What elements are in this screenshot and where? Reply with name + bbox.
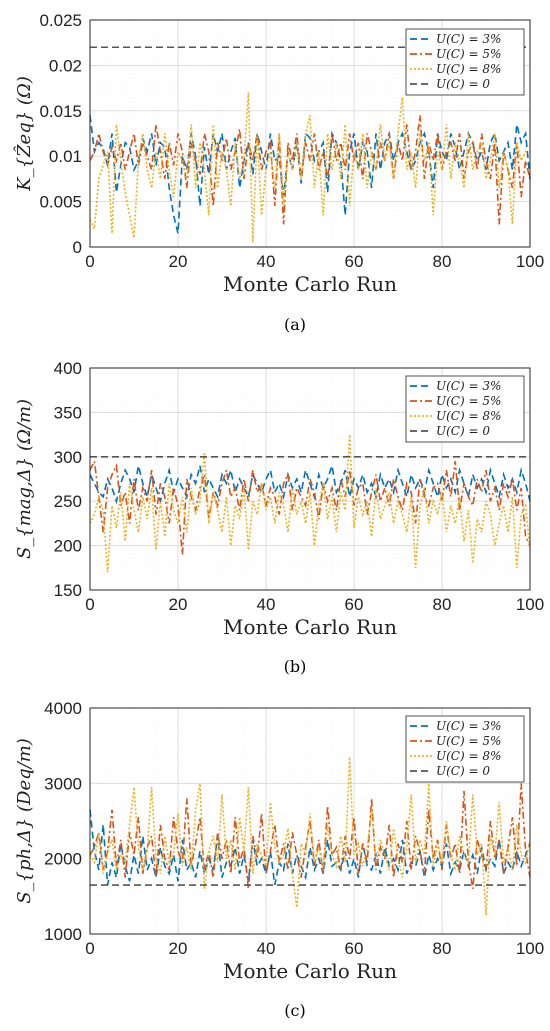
panel-b-ylabel: S_{mag,Δ} (Ω/m) bbox=[14, 399, 35, 559]
panel-a-legend-label-5pct: U(C) = 5% bbox=[436, 47, 501, 61]
panel-c-axes-box bbox=[89, 707, 531, 935]
panel-b-legend-label-8pct: U(C) = 8% bbox=[436, 409, 501, 423]
panel-c-ytick-2: 3000 bbox=[44, 774, 82, 793]
panel-b-ytick-2: 250 bbox=[54, 492, 82, 511]
panel-b-xtick-2: 40 bbox=[257, 595, 276, 614]
panel-c-series-5pct-line bbox=[89, 783, 531, 889]
panel-c-xtick-3: 60 bbox=[345, 939, 364, 958]
panel-b-legend-label-3pct: U(C) = 3% bbox=[436, 379, 501, 393]
panel-c-xtick-4: 80 bbox=[433, 939, 452, 958]
panel-a-xticks: 0 20 40 60 80 100 bbox=[85, 252, 544, 271]
panel-a-ytick-2: 0.01 bbox=[49, 147, 82, 166]
panel-c-ytick-1: 2000 bbox=[44, 850, 82, 869]
panel-a-ytick-0: 0 bbox=[73, 238, 82, 257]
panel-c-xtick-1: 20 bbox=[169, 939, 188, 958]
panel-b-yticks: 150 200 250 300 350 400 bbox=[54, 359, 82, 600]
panel-c-xticks: 0 20 40 60 80 100 bbox=[85, 939, 544, 958]
panel-b-xtick-4: 80 bbox=[433, 595, 452, 614]
panel-c-ylabel: S_{ph,Δ} (Deq/m) bbox=[14, 738, 35, 904]
panel-c-caption: (c) bbox=[284, 1001, 305, 1020]
panel-b-xtick-1: 20 bbox=[169, 595, 188, 614]
panel-a-xtick-3: 60 bbox=[345, 252, 364, 271]
panel-b-ytick-5: 400 bbox=[54, 359, 82, 378]
panel-c-xlabel: Monte Carlo Run bbox=[223, 959, 397, 983]
panel-a-ytick-5: 0.025 bbox=[39, 11, 82, 30]
panel-a-legend-label-0: U(C) = 0 bbox=[436, 77, 490, 91]
panel-b-ytick-1: 200 bbox=[54, 537, 82, 556]
panel-c-xtick-5: 100 bbox=[516, 939, 544, 958]
panel-a-ytick-4: 0.02 bbox=[49, 56, 82, 75]
panel-c-series-3pct-line bbox=[89, 809, 531, 886]
panel-b: 0 20 40 60 80 100 150 200 250 300 350 40… bbox=[14, 359, 544, 676]
panel-a-xtick-4: 80 bbox=[433, 252, 452, 271]
panel-c-legend: U(C) = 3% U(C) = 5% U(C) = 8% U(C) = 0 bbox=[405, 715, 525, 783]
panel-a-series-8pct-line bbox=[89, 92, 530, 243]
panel-b-legend: U(C) = 3% U(C) = 5% U(C) = 8% U(C) = 0 bbox=[405, 375, 525, 443]
panel-b-ytick-3: 300 bbox=[54, 448, 82, 467]
panel-b-ytick-0: 150 bbox=[54, 581, 82, 600]
panel-a-ytick-3: 0.015 bbox=[39, 102, 82, 121]
panel-b-series-5pct-line bbox=[89, 458, 531, 555]
panel-c-series-8pct-line bbox=[89, 756, 531, 916]
panel-c-ytick-0: 1000 bbox=[44, 925, 82, 944]
panel-a-ylabel: K_{Ẑeq} (Ω) bbox=[12, 76, 35, 192]
panel-b-xtick-5: 100 bbox=[516, 595, 544, 614]
panel-b-series-8pct-line bbox=[89, 434, 531, 573]
panel-c-xtick-2: 40 bbox=[257, 939, 276, 958]
panel-b-xlabel: Monte Carlo Run bbox=[223, 615, 397, 639]
panel-a-xtick-1: 20 bbox=[169, 252, 188, 271]
panel-c-xtick-0: 0 bbox=[85, 939, 94, 958]
panel-a-yticks: 0 0.005 0.01 0.015 0.02 0.025 bbox=[39, 11, 82, 257]
panel-b-ytick-4: 350 bbox=[54, 403, 82, 422]
panel-c: 0 20 40 60 80 100 1000 2000 3000 4000 Mo… bbox=[14, 699, 544, 1020]
panel-a: 0 20 40 60 80 100 0 0.005 0.01 0.015 0.0… bbox=[12, 11, 544, 334]
panel-c-legend-label-5pct: U(C) = 5% bbox=[436, 734, 501, 748]
panel-b-series bbox=[89, 434, 531, 573]
panel-a-axes-box bbox=[89, 19, 531, 248]
panel-a-xtick-2: 40 bbox=[257, 252, 276, 271]
panel-b-axes-box bbox=[89, 367, 531, 591]
panel-b-legend-label-0: U(C) = 0 bbox=[436, 424, 490, 438]
panel-c-ytick-3: 4000 bbox=[44, 699, 82, 718]
panel-c-legend-label-8pct: U(C) = 8% bbox=[436, 749, 501, 763]
panel-a-xtick-5: 100 bbox=[516, 252, 544, 271]
panel-a-caption: (a) bbox=[284, 315, 306, 334]
panel-a-legend: U(C) = 3% U(C) = 5% U(C) = 8% U(C) = 0 bbox=[405, 28, 525, 96]
panel-c-legend-label-0: U(C) = 0 bbox=[436, 764, 490, 778]
panel-a-legend-label-3pct: U(C) = 3% bbox=[436, 32, 501, 46]
panel-b-xtick-0: 0 bbox=[85, 595, 94, 614]
panel-a-xlabel: Monte Carlo Run bbox=[223, 272, 397, 296]
panel-b-xticks: 0 20 40 60 80 100 bbox=[85, 595, 544, 614]
panel-c-series bbox=[89, 756, 531, 916]
panel-a-ytick-1: 0.005 bbox=[39, 193, 82, 212]
panel-c-yticks: 1000 2000 3000 4000 bbox=[44, 699, 82, 944]
panel-b-legend-label-5pct: U(C) = 5% bbox=[436, 394, 501, 408]
panel-b-xtick-3: 60 bbox=[345, 595, 364, 614]
panel-c-legend-label-3pct: U(C) = 3% bbox=[436, 719, 501, 733]
panel-a-legend-label-8pct: U(C) = 8% bbox=[436, 62, 501, 76]
panel-b-caption: (b) bbox=[284, 657, 307, 676]
panel-a-xtick-0: 0 bbox=[85, 252, 94, 271]
